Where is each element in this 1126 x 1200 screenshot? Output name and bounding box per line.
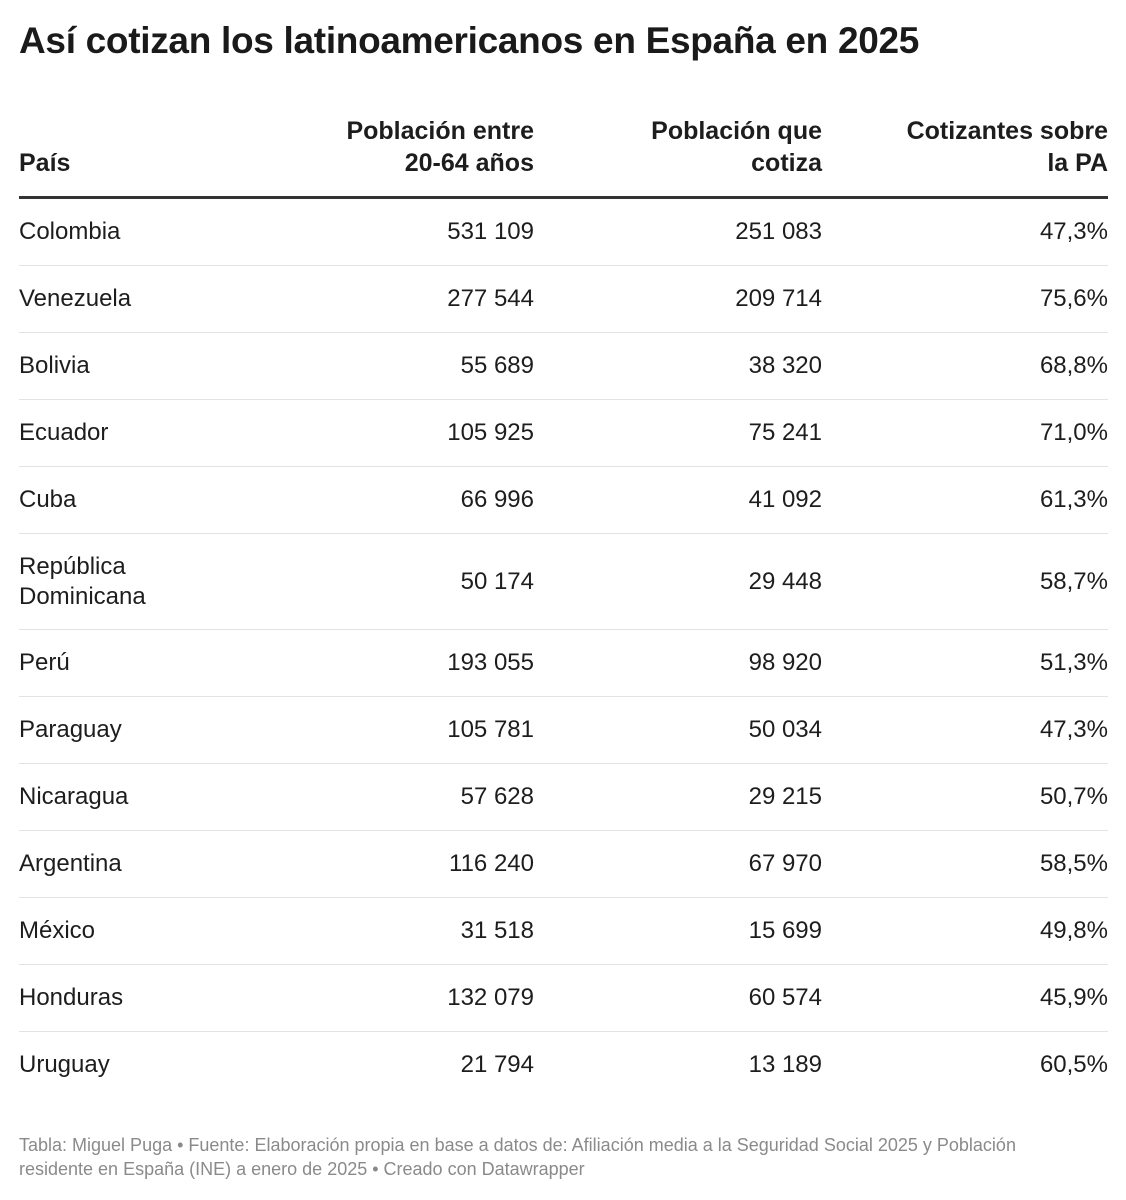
cell-poblacion: 116 240: [449, 850, 534, 877]
table-header: País Población entre 20-64 años Població…: [19, 112, 1108, 199]
cell-cotiza: 251 083: [735, 218, 822, 245]
table-row: Bolivia 55 689 38 320 68,8%: [19, 333, 1108, 400]
table-row: Cuba 66 996 41 092 61,3%: [19, 467, 1108, 534]
table-row: México 31 518 15 699 49,8%: [19, 898, 1108, 965]
cell-poblacion: 105 925: [447, 419, 534, 446]
cell-pais: República Dominicana: [19, 552, 146, 610]
cell-pct: 50,7%: [1039, 783, 1108, 810]
cell-cotiza: 50 034: [748, 716, 822, 743]
cell-cotiza: 29 448: [748, 567, 822, 595]
cell-cotiza: 60 574: [748, 984, 822, 1011]
cell-poblacion: 21 794: [460, 1051, 534, 1078]
cell-cotiza: 98 920: [748, 649, 822, 676]
header-pais-line2: País: [19, 149, 71, 177]
cell-pais: México: [19, 917, 96, 944]
data-table: País Población entre 20-64 años Població…: [19, 112, 1108, 1098]
chart-title: Así cotizan los latinoamericanos en Espa…: [19, 20, 920, 61]
cell-poblacion: 55 689: [460, 352, 534, 379]
cell-poblacion: 50 174: [460, 567, 534, 595]
cell-poblacion: 105 781: [447, 716, 534, 743]
cell-cotiza: 29 215: [748, 783, 822, 810]
cell-poblacion: 277 544: [447, 285, 534, 312]
cell-pct: 61,3%: [1039, 486, 1108, 513]
cell-pct: 68,8%: [1039, 352, 1108, 379]
cell-pct: 45,9%: [1039, 984, 1108, 1011]
cell-cotiza: 209 714: [735, 285, 822, 312]
cell-pais: Venezuela: [19, 285, 132, 312]
cell-pais: Nicaragua: [19, 783, 129, 810]
header-pct[interactable]: Cotizantes sobre la PA: [907, 115, 1108, 179]
cell-pais: Perú: [19, 649, 70, 676]
cell-pais: Ecuador: [19, 419, 109, 446]
cell-pct: 60,5%: [1039, 1051, 1108, 1078]
cell-cotiza: 38 320: [748, 352, 822, 379]
cell-poblacion: 193 055: [447, 649, 534, 676]
cell-cotiza: 15 699: [748, 917, 822, 944]
cell-pais: Honduras: [19, 984, 124, 1011]
header-pais[interactable]: País: [19, 147, 70, 179]
cell-pais: Paraguay: [19, 716, 122, 743]
table-row: Ecuador 105 925 75 241 71,0%: [19, 400, 1108, 467]
cell-pais: Uruguay: [19, 1051, 110, 1078]
table-row: Paraguay 105 781 50 034 47,3%: [19, 697, 1108, 764]
header-poblacion[interactable]: Población entre 20-64 años: [346, 115, 534, 179]
cell-pct: 75,6%: [1039, 285, 1108, 312]
cell-cotiza: 13 189: [748, 1051, 822, 1078]
cell-pct: 47,3%: [1039, 218, 1108, 245]
cell-poblacion: 31 518: [460, 917, 534, 944]
table-row: Nicaragua 57 628 29 215 50,7%: [19, 764, 1108, 831]
cell-pais: Bolivia: [19, 352, 90, 379]
cell-pct: 49,8%: [1039, 917, 1108, 944]
table-row: Argentina 116 240 67 970 58,5%: [19, 831, 1108, 898]
table-row: República Dominicana 50 174 29 448 58,7%: [19, 534, 1108, 630]
header-pct-line2: la PA: [1047, 149, 1108, 177]
cell-pct: 58,5%: [1039, 850, 1108, 877]
header-pct-line1: Cotizantes sobre: [906, 117, 1108, 145]
cell-cotiza: 41 092: [748, 486, 822, 513]
cell-poblacion: 57 628: [460, 783, 534, 810]
cell-cotiza: 67 970: [748, 850, 822, 877]
cell-pais: Colombia: [19, 218, 121, 245]
header-poblacion-line1: Población entre: [346, 117, 534, 145]
table-row: Venezuela 277 544 209 714 75,6%: [19, 266, 1108, 333]
cell-pct: 51,3%: [1039, 649, 1108, 676]
cell-poblacion: 531 109: [447, 218, 534, 245]
source-footer: Tabla: Miguel Puga • Fuente: Elaboración…: [19, 1135, 1016, 1179]
table-row: Uruguay 21 794 13 189 60,5%: [19, 1032, 1108, 1098]
cell-pais: Cuba: [19, 486, 77, 513]
cell-pct: 58,7%: [1039, 567, 1108, 595]
cell-pais: Argentina: [19, 850, 122, 877]
header-cotiza[interactable]: Población que cotiza: [651, 115, 822, 179]
table-row: Perú 193 055 98 920 51,3%: [19, 630, 1108, 697]
header-cotiza-line1: Población que: [651, 117, 822, 145]
cell-pct: 47,3%: [1039, 716, 1108, 743]
cell-poblacion: 66 996: [460, 486, 534, 513]
header-poblacion-line2: 20-64 años: [404, 149, 534, 177]
header-cotiza-line2: cotiza: [751, 149, 822, 177]
table-row: Honduras 132 079 60 574 45,9%: [19, 965, 1108, 1032]
table-body: Colombia 531 109 251 083 47,3% Venezuela…: [19, 199, 1108, 1098]
table-row: Colombia 531 109 251 083 47,3%: [19, 199, 1108, 266]
cell-pct: 71,0%: [1039, 419, 1108, 446]
cell-cotiza: 75 241: [748, 419, 822, 446]
cell-poblacion: 132 079: [447, 984, 534, 1011]
